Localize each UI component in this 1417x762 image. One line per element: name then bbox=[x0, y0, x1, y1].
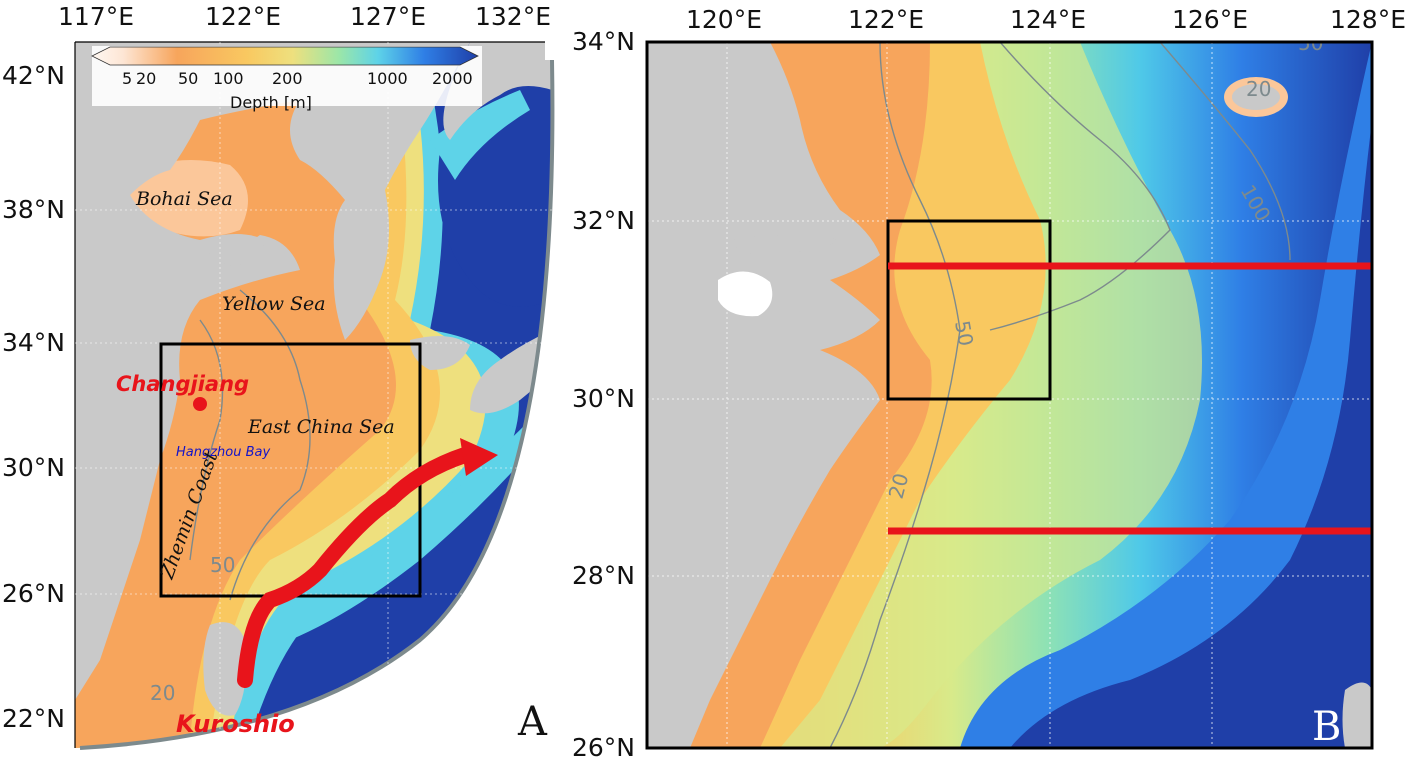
bohai-shallow bbox=[120, 160, 248, 237]
cb-tick-1000: 1000 bbox=[367, 69, 408, 88]
colorbar-title: Depth [m] bbox=[230, 93, 312, 112]
shandong-land bbox=[200, 234, 265, 266]
kyushu-land bbox=[470, 330, 552, 414]
b-lat-32: 32°N bbox=[572, 206, 635, 235]
panel-a: 5 20 50 100 200 1000 2000 Depth [m] Boha… bbox=[2, 2, 555, 750]
b-lat-28: 28°N bbox=[572, 561, 635, 590]
label-changjiang: Changjiang bbox=[116, 372, 249, 396]
b-lon-122: 122°E bbox=[848, 5, 924, 34]
kuroshio-path bbox=[237, 447, 473, 688]
contour-100-b bbox=[1159, 42, 1291, 261]
taiwan-land bbox=[203, 622, 247, 716]
contour-20 bbox=[189, 319, 224, 561]
colorbar-scale bbox=[91, 46, 479, 66]
projection-boundary bbox=[79, 59, 555, 750]
a-lon-132: 132°E bbox=[475, 2, 551, 31]
b-lat-34: 34°N bbox=[572, 27, 635, 56]
panel-b-grid bbox=[647, 42, 1372, 748]
curved-arrow-icon bbox=[460, 438, 498, 476]
contour-label-50: 50 bbox=[210, 553, 235, 577]
a-lat-42: 42°N bbox=[2, 61, 65, 90]
study-area-box-b bbox=[886, 219, 1052, 401]
b-lat-26: 26°N bbox=[572, 733, 635, 758]
deep-slope bbox=[960, 42, 1372, 748]
a-lat-38: 38°N bbox=[2, 195, 65, 224]
panel-b-frame bbox=[645, 40, 1374, 750]
a-lon-122: 122°E bbox=[205, 2, 281, 31]
japan-sea-slope bbox=[430, 90, 530, 180]
cb-tick-50: 50 bbox=[178, 69, 198, 88]
panel-b: 50 20 100 20 50 B 120°E 122°E 124°E 126°… bbox=[572, 5, 1406, 762]
ryukyu-islands bbox=[1342, 682, 1372, 748]
b-lon-126: 126°E bbox=[1172, 5, 1248, 34]
label-hangzhou-bay: Hangzhou Bay bbox=[176, 445, 271, 460]
b-contour-label-50-top: 50 bbox=[1298, 31, 1323, 55]
b-lon-128: 128°E bbox=[1330, 5, 1406, 34]
a-lat-30: 30°N bbox=[2, 453, 65, 482]
deep-basin bbox=[1010, 120, 1372, 748]
b-lat-30: 30°N bbox=[572, 384, 635, 413]
b-lon-120: 120°E bbox=[686, 5, 762, 34]
colorbar: 5 20 50 100 200 1000 2000 Depth [m] bbox=[91, 46, 482, 112]
cb-tick-100: 100 bbox=[213, 69, 244, 88]
label-kuroshio: Kuroshio bbox=[176, 710, 295, 738]
china-land bbox=[75, 42, 330, 700]
a-lon-117: 117°E bbox=[58, 2, 134, 31]
panel-b-letter: B bbox=[1312, 704, 1341, 750]
china-land-b bbox=[647, 42, 880, 748]
tsushima-land bbox=[410, 336, 470, 370]
jeju-island bbox=[1232, 84, 1280, 110]
a-lat-22: 22°N bbox=[2, 704, 65, 733]
okinawa-trough bbox=[270, 420, 540, 640]
label-east-china-sea: East China Sea bbox=[247, 416, 395, 438]
b-contour-label-50: 50 bbox=[950, 319, 978, 348]
a-lat-34: 34°N bbox=[2, 328, 65, 357]
panel-a-map bbox=[75, 42, 553, 748]
a-lon-127: 127°E bbox=[350, 2, 426, 31]
cb-tick-20: 20 bbox=[136, 69, 156, 88]
cb-tick-5: 5 bbox=[122, 69, 132, 88]
contour-50-b bbox=[989, 42, 1171, 331]
label-bohai-sea: Bohai Sea bbox=[135, 188, 233, 210]
a-lat-26: 26°N bbox=[2, 579, 65, 608]
cb-tick-2000: 2000 bbox=[432, 69, 473, 88]
contour-label-20: 20 bbox=[150, 681, 175, 705]
panel-b-map: 50 20 100 20 50 bbox=[647, 31, 1372, 748]
b-lon-124: 124°E bbox=[1010, 5, 1086, 34]
label-yellow-sea: Yellow Sea bbox=[222, 293, 326, 315]
b-contour-label-20-jeju: 20 bbox=[1246, 77, 1271, 101]
dot-marker-icon bbox=[193, 397, 207, 411]
taihu-lake bbox=[718, 271, 773, 317]
chongming-island bbox=[730, 235, 840, 255]
cb-tick-200: 200 bbox=[272, 69, 303, 88]
panel-a-letter: A bbox=[517, 699, 548, 745]
korea-land bbox=[290, 42, 470, 340]
contour-50 bbox=[229, 289, 311, 601]
